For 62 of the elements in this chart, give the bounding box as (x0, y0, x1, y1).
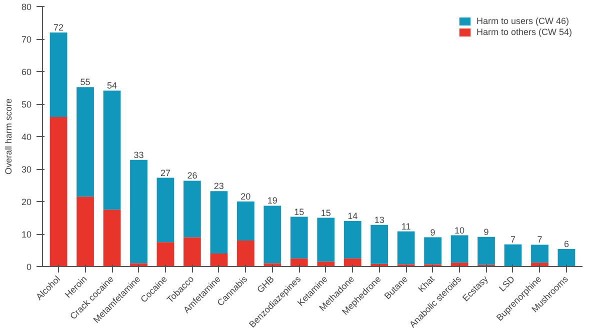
bar (344, 221, 362, 258)
bar (424, 237, 442, 264)
total-label: 15 (320, 208, 331, 218)
bar (103, 90, 121, 210)
y-tick-label: 0 (26, 262, 32, 272)
y-tick-label: 20 (21, 197, 32, 207)
y-tick-label: 10 (21, 230, 32, 240)
bar (210, 191, 228, 254)
total-label: 55 (80, 77, 90, 88)
bar (50, 32, 68, 117)
total-label: 14 (348, 211, 358, 221)
bar (156, 178, 174, 242)
y-tick-label: 70 (21, 34, 32, 44)
bar (397, 231, 415, 264)
bar (76, 87, 94, 197)
bar (558, 248, 576, 266)
total-label: 6 (564, 238, 569, 249)
bar (531, 244, 548, 263)
total-label: 19 (267, 196, 278, 206)
total-label: 27 (160, 168, 170, 178)
total-label: 13 (374, 214, 384, 225)
total-label: 9 (484, 226, 489, 237)
bar (184, 237, 201, 266)
y-axis-title: Overall harm score (3, 98, 14, 175)
total-label: 9 (430, 227, 436, 238)
bar (290, 216, 308, 258)
bar (450, 235, 468, 263)
bar (317, 218, 335, 262)
legend-label: Harm to users (CW 46) (476, 16, 569, 26)
y-tick-label: 80 (21, 2, 32, 12)
y-tick-label: 30 (21, 164, 32, 174)
total-label: 26 (187, 170, 198, 181)
bar (103, 210, 121, 266)
y-tick-label: 50 (21, 100, 32, 110)
y-tick-label: 40 (21, 132, 32, 142)
total-label: 33 (134, 150, 144, 160)
bar (184, 180, 201, 238)
total-label: 72 (54, 22, 64, 32)
bar (264, 206, 282, 264)
bar (290, 258, 308, 266)
legend-label: Harm to others (CW 54) (476, 27, 572, 37)
total-label: 20 (240, 192, 251, 202)
bar (156, 242, 174, 266)
bar (236, 202, 254, 240)
total-label: 7 (510, 234, 516, 244)
total-label: 7 (537, 234, 542, 245)
bar (504, 244, 522, 266)
y-tick-label: 60 (21, 67, 32, 77)
total-label: 10 (454, 225, 465, 236)
bar (76, 196, 94, 266)
total-label: 23 (214, 181, 224, 192)
bar (344, 258, 362, 266)
bar (130, 160, 148, 264)
bar (370, 224, 388, 264)
bar (210, 254, 228, 266)
total-label: 15 (294, 206, 304, 217)
bar (478, 236, 495, 265)
total-label: 54 (107, 80, 118, 91)
total-label: 11 (401, 221, 411, 232)
bar (317, 262, 335, 266)
bar (236, 240, 254, 266)
bar (50, 117, 68, 266)
